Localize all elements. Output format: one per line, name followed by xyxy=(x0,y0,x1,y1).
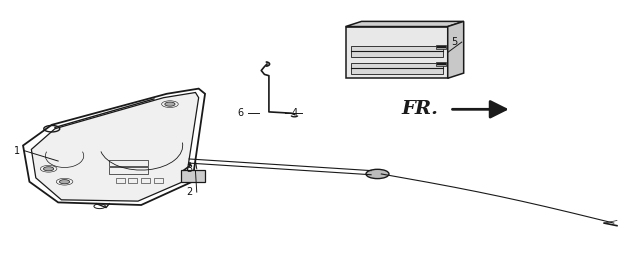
Polygon shape xyxy=(31,93,198,201)
Bar xyxy=(141,178,150,183)
Bar xyxy=(436,62,447,66)
Bar xyxy=(180,170,205,182)
Text: FR.: FR. xyxy=(401,100,438,118)
Circle shape xyxy=(165,102,175,106)
Text: 3: 3 xyxy=(186,164,192,174)
Bar xyxy=(351,47,443,57)
Bar xyxy=(346,27,448,78)
Text: 6: 6 xyxy=(237,108,243,118)
Bar xyxy=(436,45,447,49)
Bar xyxy=(116,178,125,183)
Polygon shape xyxy=(448,21,464,78)
Text: 1: 1 xyxy=(13,146,20,156)
Circle shape xyxy=(60,180,70,184)
Bar xyxy=(129,178,138,183)
Polygon shape xyxy=(346,21,464,27)
Text: 5: 5 xyxy=(451,37,457,47)
Text: 2: 2 xyxy=(186,187,192,197)
Bar xyxy=(109,167,148,174)
Circle shape xyxy=(44,167,54,171)
Bar xyxy=(351,63,443,74)
Text: 4: 4 xyxy=(291,108,298,118)
Bar xyxy=(109,160,148,166)
Bar xyxy=(154,178,163,183)
Circle shape xyxy=(366,169,389,179)
